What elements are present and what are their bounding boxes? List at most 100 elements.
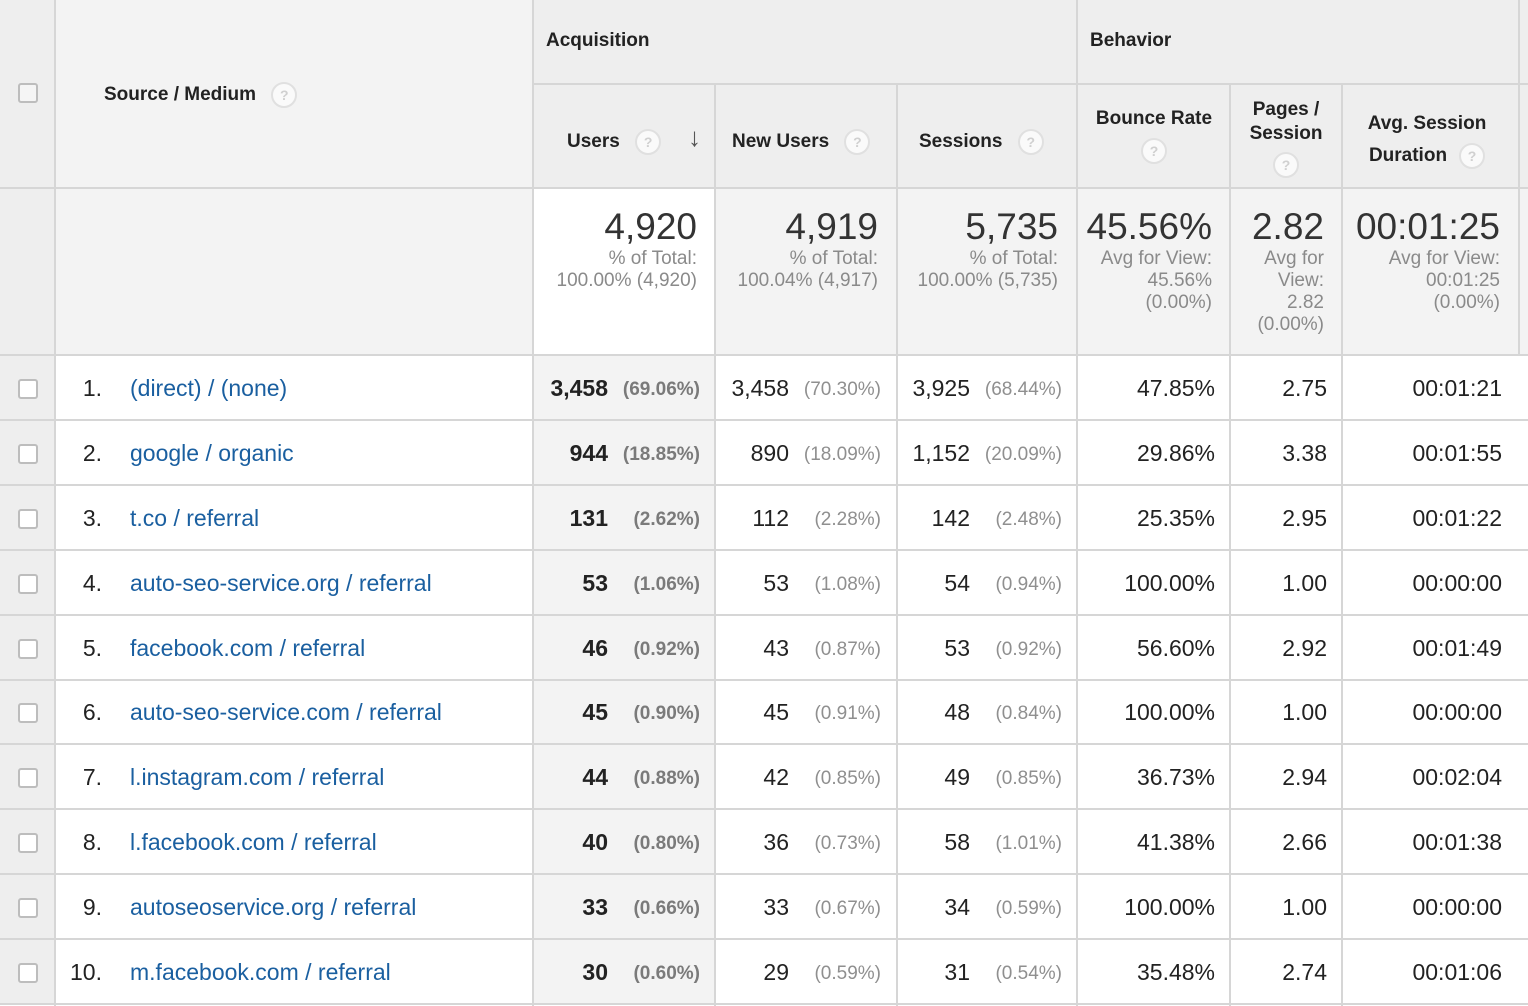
source-medium-link[interactable]: l.facebook.com / referral: [130, 829, 377, 855]
new-users-percent: (70.30%): [803, 379, 881, 400]
row-checkbox[interactable]: [18, 963, 38, 983]
divider: [533, 83, 1528, 85]
avg-session-duration-value: 00:01:22: [1412, 505, 1502, 531]
table-row[interactable]: 10. m.facebook.com / referral 30 (0.60%)…: [0, 940, 1528, 1005]
row-checkbox[interactable]: [18, 379, 38, 399]
bounce-rate-column-header[interactable]: Bounce Rate ?: [1078, 108, 1230, 164]
users-cell-bg: [533, 616, 715, 681]
sessions-value: 54: [944, 570, 970, 596]
source-medium-link[interactable]: (direct) / (none): [130, 375, 288, 401]
row-number: 3.: [82, 505, 102, 531]
sessions-value: 31: [944, 959, 970, 985]
row-checkbox[interactable]: [18, 509, 38, 529]
row-checkbox[interactable]: [18, 444, 38, 464]
avg-session-duration-value: 00:01:38: [1412, 829, 1502, 855]
new-users-percent: (1.08%): [814, 574, 881, 595]
bounce-rate-value: 25.35%: [1136, 505, 1215, 531]
users-percent: (69.06%): [622, 379, 700, 400]
sessions-column-header[interactable]: Sessions ?: [919, 129, 1044, 155]
row-number: 7.: [82, 764, 102, 790]
table-row[interactable]: 9. autoseoservice.org / referral 33 (0.6…: [0, 875, 1528, 940]
users-column-header[interactable]: Users ?: [567, 129, 662, 155]
table-row[interactable]: 1. (direct) / (none) 3,458 (69.06%) 3,45…: [0, 356, 1528, 421]
new-users-column-header[interactable]: New Users ?: [732, 129, 871, 155]
row-number: 2.: [82, 440, 102, 466]
bounce-rate-value: 29.86%: [1136, 440, 1215, 466]
avg-session-duration-value: 00:00:00: [1412, 894, 1502, 920]
pages-session-column-header[interactable]: Pages / Session ?: [1231, 98, 1341, 178]
source-medium-link[interactable]: auto-seo-service.org / referral: [130, 570, 432, 596]
row-number: 4.: [82, 570, 102, 596]
users-cell-bg: [533, 356, 715, 421]
help-icon[interactable]: ?: [844, 129, 871, 155]
table-row[interactable]: 7. l.instagram.com / referral 44 (0.88%)…: [0, 745, 1528, 810]
pages-session-value: 2.92: [1282, 635, 1327, 661]
sessions-value: 3,925: [912, 375, 970, 401]
pages-session-value: 1.00: [1282, 894, 1327, 920]
sort-descending-icon[interactable]: ↓: [688, 122, 701, 152]
totals-other-cells: [715, 188, 1528, 355]
table-row[interactable]: 5. facebook.com / referral 46 (0.92%) 43…: [0, 616, 1528, 681]
table-row[interactable]: 8. l.facebook.com / referral 40 (0.80%) …: [0, 810, 1528, 875]
help-icon[interactable]: ?: [635, 129, 662, 155]
users-percent: (0.90%): [633, 703, 700, 724]
sessions-percent: (0.85%): [995, 768, 1062, 789]
help-icon[interactable]: ?: [271, 82, 298, 108]
new-users-value: 890: [750, 440, 789, 466]
help-icon[interactable]: ?: [1017, 129, 1044, 155]
source-medium-link[interactable]: google / organic: [130, 440, 294, 466]
total-users: 4,920 % of Total: 100.00% (4,920): [556, 206, 698, 291]
table-row[interactable]: 4. auto-seo-service.org / referral 53 (1…: [0, 551, 1528, 616]
avg-session-duration-value: 00:01:06: [1412, 959, 1502, 985]
row-checkbox[interactable]: [18, 898, 38, 918]
table-row[interactable]: 2. google / organic 944 (18.85%) 890 (18…: [0, 421, 1528, 486]
row-divider: [0, 549, 1528, 551]
users-value: 46: [582, 635, 608, 661]
users-value: 45: [582, 699, 608, 725]
avg-session-duration-value: 00:01:55: [1412, 440, 1502, 466]
total-avg-session-duration: 00:01:25 Avg for View: 00:01:25 (0.00%): [1355, 206, 1500, 313]
totals-row-label-cell: [55, 188, 533, 355]
row-checkbox[interactable]: [18, 639, 38, 659]
new-users-value: 43: [763, 635, 789, 661]
table-row[interactable]: 3. t.co / referral 131 (2.62%) 112 (2.28…: [0, 486, 1528, 551]
total-bounce-rate: 45.56% Avg for View: 45.56% (0.00%): [1086, 206, 1213, 313]
row-divider: [0, 614, 1528, 616]
new-users-value: 42: [763, 764, 789, 790]
avg-session-duration-column-header[interactable]: Avg. Session Duration?: [1343, 108, 1511, 172]
bounce-rate-value: 35.48%: [1136, 959, 1215, 985]
users-cell-bg: [533, 681, 715, 745]
sessions-percent: (68.44%): [984, 379, 1062, 400]
row-number: 9.: [82, 894, 102, 920]
help-icon[interactable]: ?: [1273, 152, 1299, 178]
avg-session-duration-value: 00:02:04: [1412, 764, 1502, 790]
total-pages-session: 2.82 Avg for View: 2.82 (0.00%): [1251, 206, 1324, 335]
users-value: 33: [582, 894, 608, 920]
divider: [896, 84, 898, 1006]
source-medium-link[interactable]: facebook.com / referral: [130, 635, 366, 661]
sessions-percent: (0.84%): [995, 703, 1062, 724]
source-medium-link[interactable]: auto-seo-service.com / referral: [130, 699, 442, 725]
help-icon[interactable]: ?: [1459, 142, 1486, 169]
source-medium-link[interactable]: autoseoservice.org / referral: [130, 894, 417, 920]
row-checkbox[interactable]: [18, 703, 38, 723]
users-percent: (2.62%): [633, 509, 700, 530]
row-divider: [0, 484, 1528, 486]
totals-row-gutter: [0, 188, 55, 355]
source-medium-link[interactable]: t.co / referral: [130, 505, 260, 531]
acquisition-group-label: Acquisition: [546, 30, 650, 51]
table-row[interactable]: 6. auto-seo-service.com / referral 45 (0…: [0, 681, 1528, 745]
source-medium-column-header[interactable]: Source / Medium ?: [104, 82, 298, 108]
divider: [532, 0, 534, 1006]
users-percent: (18.85%): [622, 444, 700, 465]
row-divider: [0, 873, 1528, 875]
row-checkbox[interactable]: [18, 574, 38, 594]
select-all-checkbox[interactable]: [18, 83, 38, 103]
row-checkbox[interactable]: [18, 833, 38, 853]
pages-session-value: 1.00: [1282, 570, 1327, 596]
help-icon[interactable]: ?: [1141, 138, 1167, 164]
source-medium-link[interactable]: l.instagram.com / referral: [130, 764, 385, 790]
row-checkbox[interactable]: [18, 768, 38, 788]
source-medium-link[interactable]: m.facebook.com / referral: [130, 959, 391, 985]
